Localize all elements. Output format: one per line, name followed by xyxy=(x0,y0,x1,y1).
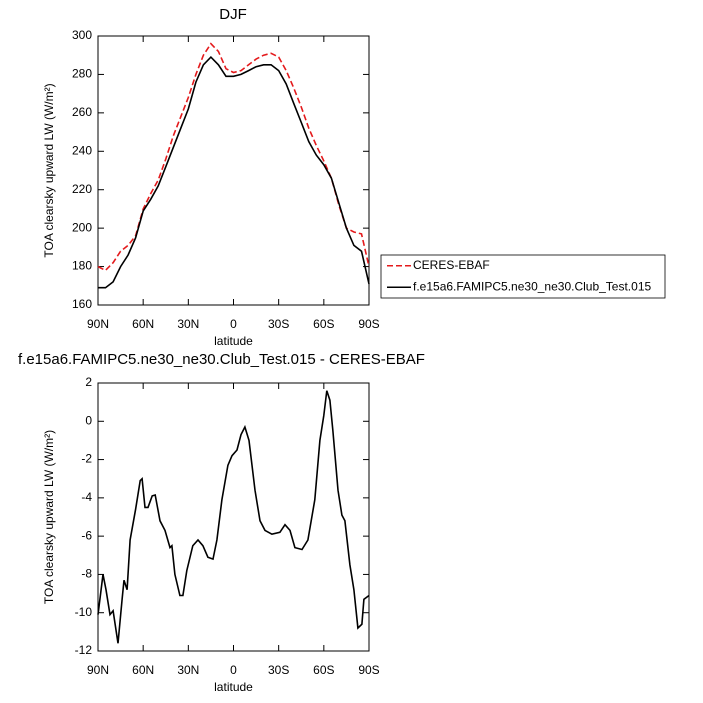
x-tick-label: 60S xyxy=(313,663,334,677)
x-axis-label: latitude xyxy=(214,680,253,694)
x-tick-label: 30N xyxy=(177,317,199,331)
x-tick-label: 90S xyxy=(358,663,379,677)
x-tick-label: 30S xyxy=(268,663,289,677)
x-tick-label: 0 xyxy=(230,317,237,331)
y-tick-label: -6 xyxy=(81,528,92,542)
y-tick-label: 160 xyxy=(72,297,92,311)
y-tick-label: 0 xyxy=(85,413,92,427)
x-tick-label: 60N xyxy=(132,317,154,331)
legend-label: CERES-EBAF xyxy=(413,258,490,272)
y-axis-label: TOA clearsky upward LW (W/m²) xyxy=(42,83,56,257)
chart-title: f.e15a6.FAMIPC5.ne30_ne30.Club_Test.015 … xyxy=(18,351,425,368)
y-tick-label: -8 xyxy=(81,567,92,581)
plot-frame xyxy=(97,382,370,652)
y-tick-label: 240 xyxy=(72,143,92,157)
y-tick-label: 2 xyxy=(85,375,92,389)
data-line xyxy=(97,390,370,644)
x-tick-label: 90N xyxy=(87,317,109,331)
x-axis-label: latitude xyxy=(214,334,253,348)
y-axis-label: TOA clearsky upward LW (W/m²) xyxy=(42,430,56,604)
x-tick-label: 60N xyxy=(132,663,154,677)
y-tick-label: -2 xyxy=(81,452,92,466)
x-tick-label: 0 xyxy=(230,663,237,677)
x-tick-label: 30S xyxy=(268,317,289,331)
legend-box xyxy=(380,254,666,299)
y-tick-label: 180 xyxy=(72,259,92,273)
x-tick-label: 60S xyxy=(313,317,334,331)
x-tick-label: 90N xyxy=(87,663,109,677)
y-tick-label: -4 xyxy=(81,490,92,504)
x-tick-label: 90S xyxy=(358,317,379,331)
y-tick-label: 260 xyxy=(72,105,92,119)
data-line xyxy=(98,55,370,289)
x-tick-label: 30N xyxy=(177,663,199,677)
y-tick-label: -12 xyxy=(75,643,93,657)
legend-label: f.e15a6.FAMIPC5.ne30_ne30.Club_Test.015 xyxy=(413,279,651,293)
y-tick-label: 280 xyxy=(72,67,92,81)
y-tick-label: -10 xyxy=(75,605,93,619)
y-tick-label: 300 xyxy=(72,28,92,42)
y-tick-label: 200 xyxy=(72,220,92,234)
chart-title: DJF xyxy=(219,6,247,23)
data-line xyxy=(97,42,370,272)
y-tick-label: 220 xyxy=(72,182,92,196)
